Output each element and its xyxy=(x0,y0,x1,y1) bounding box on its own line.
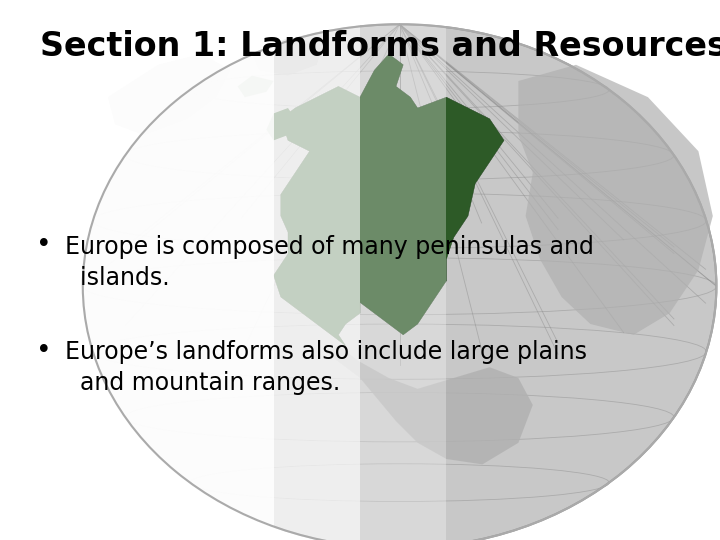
Text: Section 1: Landforms and Resources: Section 1: Landforms and Resources xyxy=(40,30,720,63)
Polygon shape xyxy=(266,108,295,140)
Polygon shape xyxy=(518,65,713,335)
Text: •: • xyxy=(36,338,52,363)
Text: Europe’s landforms also include large plains
  and mountain ranges.: Europe’s landforms also include large pl… xyxy=(65,340,587,395)
Polygon shape xyxy=(324,346,533,464)
FancyBboxPatch shape xyxy=(0,0,446,540)
Polygon shape xyxy=(238,76,274,97)
FancyBboxPatch shape xyxy=(0,0,360,540)
Ellipse shape xyxy=(83,24,716,540)
Text: Europe is composed of many peninsulas and
  islands.: Europe is composed of many peninsulas an… xyxy=(65,235,594,289)
FancyBboxPatch shape xyxy=(0,0,274,540)
Text: •: • xyxy=(36,232,52,258)
Polygon shape xyxy=(252,38,324,76)
Polygon shape xyxy=(108,54,230,135)
Polygon shape xyxy=(274,54,504,346)
